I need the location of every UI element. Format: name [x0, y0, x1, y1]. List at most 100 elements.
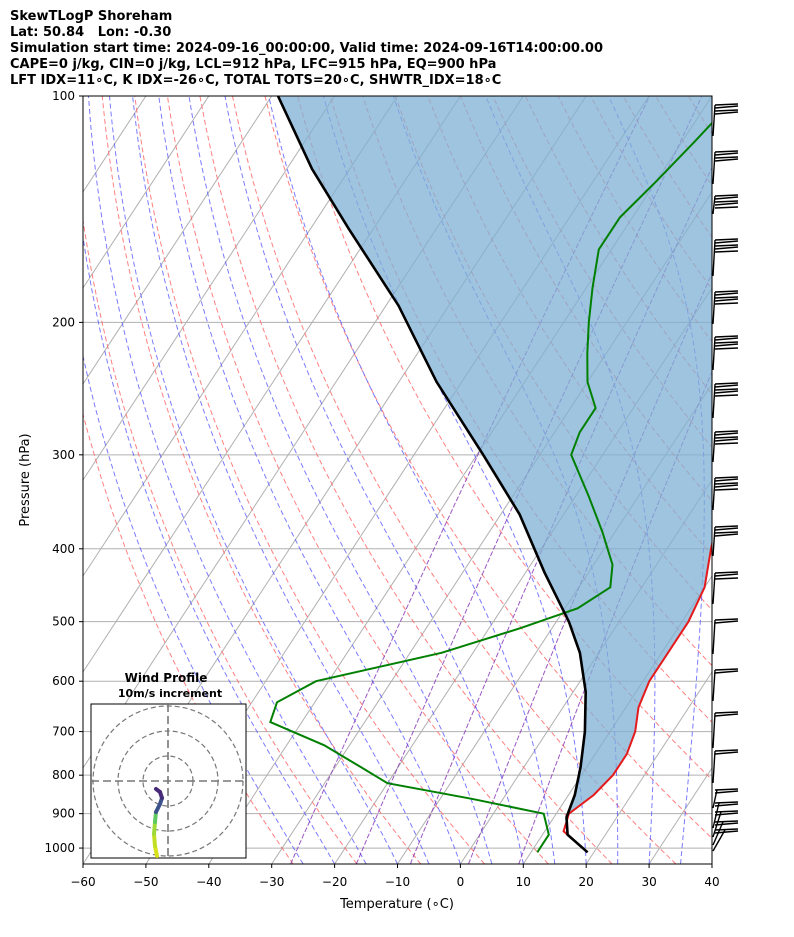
wind-barb-flag — [714, 298, 739, 302]
wind-barb-flag — [714, 111, 739, 115]
x-tick-label: 30 — [641, 875, 656, 889]
wind-barb-staff — [712, 477, 716, 511]
wind-barb-staff — [712, 104, 716, 137]
wind-barb-flag — [714, 194, 739, 197]
wind-barb-staff — [712, 383, 716, 419]
wind-barb-flag — [714, 713, 739, 717]
isotherm — [83, 96, 273, 385]
wind-barb-flag — [714, 296, 739, 299]
y-tick-label: 500 — [52, 615, 75, 629]
wind-barb-flag — [714, 388, 739, 391]
dry-adiabat — [264, 96, 712, 839]
wind-barb-flag — [714, 531, 739, 534]
dry-adiabat — [166, 96, 549, 864]
parcel-path-line — [276, 96, 589, 854]
moist-adiabat — [158, 96, 461, 864]
wind-barb-flag — [714, 343, 739, 347]
wind-barb-flag — [714, 196, 739, 200]
wind-barb — [712, 788, 739, 809]
dry-adiabat — [134, 96, 485, 864]
dry-adiabat — [83, 412, 294, 864]
wind-barb — [712, 476, 739, 511]
hodograph-trace — [152, 832, 157, 848]
wind-barb-flag — [714, 250, 739, 253]
wind-barb-flag — [714, 790, 739, 794]
wind-barb-staff — [712, 431, 716, 463]
wind-barb-flag — [714, 438, 739, 442]
wind-barb-flag — [714, 200, 739, 203]
wind-barb-staff — [712, 195, 716, 215]
wind-barb-flag — [714, 292, 739, 296]
moist-adiabat — [322, 96, 587, 864]
wind-barb-flag — [714, 105, 739, 109]
location-line: Lat: 50.84 Lon: -0.30 — [10, 25, 172, 40]
moist-adiabat — [83, 233, 336, 864]
wind-barb-flag — [714, 158, 739, 162]
hodograph-trace — [154, 787, 162, 794]
wind-barb-flag — [714, 488, 739, 491]
wind-barb-flag — [714, 478, 739, 482]
wind-barb-flag — [714, 668, 739, 671]
wind-barb — [712, 668, 739, 702]
x-tick-label: 10 — [516, 875, 531, 889]
wind-barb-flag — [714, 476, 739, 479]
wind-barb — [712, 290, 739, 325]
wind-barb-staff — [712, 239, 716, 277]
wind-barb-flag — [714, 820, 739, 823]
wind-barb — [712, 749, 739, 784]
dewpoint-line — [269, 121, 712, 853]
y-tick-label: 600 — [52, 674, 75, 688]
time-line: Simulation start time: 2024-09-16_00:00:… — [10, 41, 603, 56]
wind-barb-flag — [714, 244, 739, 247]
wind-barb-flag — [714, 150, 739, 153]
wind-barb — [712, 525, 739, 557]
y-tick-label: 300 — [52, 448, 75, 462]
y-tick-label: 800 — [52, 768, 75, 782]
wind-barb-flag — [714, 822, 739, 826]
isotherm — [83, 96, 210, 289]
wind-barb — [712, 382, 739, 419]
y-tick-label: 700 — [52, 725, 75, 739]
wind-barb-flag — [714, 801, 739, 804]
x-axis-label: Temperature (∘C) — [339, 897, 454, 912]
moist-adiabat — [188, 96, 493, 864]
wind-barb-flag — [714, 238, 739, 241]
wind-barb-flag — [714, 337, 739, 341]
wind-barb-flag — [714, 527, 739, 531]
wind-barb-staff — [712, 712, 716, 749]
isotherm — [83, 96, 336, 481]
wind-barb-staff — [712, 829, 726, 852]
wind-barb-flag — [714, 442, 739, 445]
x-tick-label: 40 — [704, 875, 719, 889]
x-tick-label: 0 — [457, 875, 465, 889]
wind-barb-flag — [714, 382, 739, 385]
wind-barb — [712, 194, 739, 215]
temperature-line — [562, 539, 712, 854]
wind-barb-flag — [714, 394, 739, 397]
wind-barb — [712, 103, 739, 137]
x-tick-label: −50 — [133, 875, 158, 889]
wind-barb-flag — [714, 240, 739, 244]
wind-barb-staff — [712, 750, 716, 784]
index-line: LFT IDX=11∘C, K IDX=-26∘C, TOTAL TOTS=20… — [10, 73, 502, 88]
wind-barb-flag — [714, 571, 739, 574]
wind-barb — [712, 430, 739, 463]
wind-barb-flag — [714, 484, 739, 488]
wind-barb — [712, 828, 739, 852]
isotherm — [585, 671, 712, 864]
wind-barb-staff — [712, 336, 716, 371]
wind-barb-flag — [714, 749, 739, 752]
wind-barb — [712, 150, 739, 185]
isotherm — [83, 96, 84, 97]
wind-profile-title: Wind Profile — [125, 671, 208, 685]
wind-barb-flag — [714, 156, 739, 159]
chart-title: SkewTLogP Shoreham — [10, 9, 173, 24]
wind-barb — [712, 238, 739, 277]
y-tick-label: 200 — [52, 315, 75, 329]
wind-barb-flag — [714, 573, 739, 577]
moist-adiabat — [132, 96, 430, 864]
wind-barb-flag — [714, 341, 739, 344]
wind-barb-flag — [714, 109, 739, 112]
wind-barb-flag — [714, 618, 739, 621]
wind-barb-flag — [714, 432, 739, 436]
